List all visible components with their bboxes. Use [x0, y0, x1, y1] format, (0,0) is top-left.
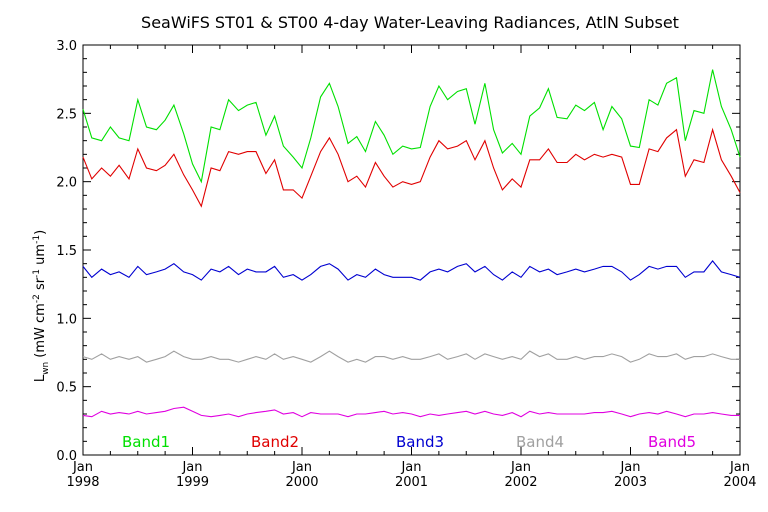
y-axis-label-sup-1: -2 — [32, 294, 42, 303]
y-axis-label-main: L — [33, 374, 48, 382]
y-tick-label: 1.0 — [56, 312, 77, 327]
y-axis-label-sup-2: -1 — [32, 269, 42, 278]
y-tick-label: 1.5 — [56, 244, 77, 259]
x-tick-label-month: Jan — [619, 460, 640, 475]
x-tick-label-month: Jan — [510, 460, 531, 475]
x-tick-label-year: 2002 — [504, 475, 537, 490]
legend-entry-band4: Band4 — [516, 433, 564, 451]
y-tick-label: 2.5 — [56, 107, 77, 122]
legend-entry-band5: Band5 — [648, 433, 696, 451]
x-tick-label-year: 2003 — [614, 475, 647, 490]
y-axis-label-rest-3: um — [33, 244, 48, 269]
legend-entry-band1: Band1 — [122, 433, 170, 451]
x-tick-label-year: 1999 — [176, 475, 209, 490]
y-tick-label: 3.0 — [56, 39, 77, 54]
y-axis-label-rest-4: ) — [33, 230, 48, 235]
x-tick-label-month: Jan — [400, 460, 421, 475]
y-axis-label-rest-1: (mW cm — [33, 303, 48, 362]
y-tick-label: 0.5 — [56, 381, 77, 396]
legend-entry-band2: Band2 — [251, 433, 299, 451]
plot-area: 0.00.51.01.52.02.53.0Jan1998Jan1999Jan20… — [56, 39, 756, 490]
y-axis-label-sup-3: -1 — [32, 235, 42, 244]
x-tick-label-year: 2000 — [285, 475, 318, 490]
x-tick-label-month: Jan — [291, 460, 312, 475]
x-tick-label-month: Jan — [181, 460, 202, 475]
series-line-band3 — [82, 260, 741, 281]
x-tick-label-year: 1998 — [66, 475, 99, 490]
plot-frame — [82, 44, 741, 456]
chart-title: SeaWiFS ST01 & ST00 4-day Water-Leaving … — [141, 13, 679, 32]
series-line-band2 — [82, 127, 741, 208]
y-tick-label: 2.0 — [56, 176, 77, 191]
y-axis-label: Lwn (mW cm-2 sr-1 um-1) — [32, 230, 51, 382]
y-tick-label: 0.0 — [56, 449, 77, 464]
legend-entry-band3: Band3 — [396, 433, 444, 451]
y-axis-label-sub: wn — [41, 362, 51, 375]
series-line-band5 — [82, 406, 740, 418]
series-line-band1 — [82, 69, 741, 184]
x-tick-label-year: 2004 — [723, 475, 756, 490]
x-tick-label-year: 2001 — [395, 475, 428, 490]
series-line-band4 — [82, 350, 740, 363]
x-tick-label-month: Jan — [729, 460, 750, 475]
y-axis-label-rest-2: sr — [33, 277, 48, 294]
x-tick-label-month: Jan — [72, 460, 93, 475]
